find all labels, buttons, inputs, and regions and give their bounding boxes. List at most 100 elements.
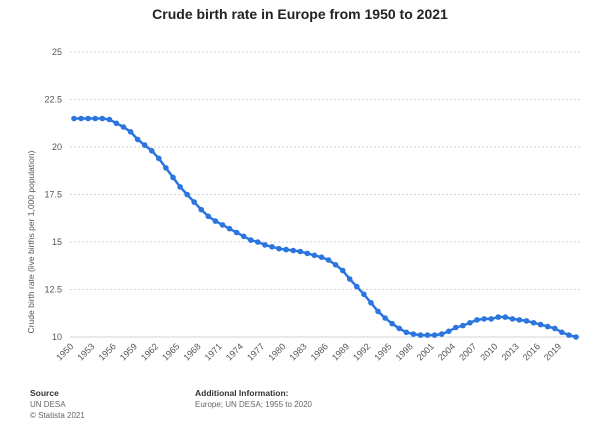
source-line: UN DESA xyxy=(30,400,66,409)
data-point[interactable] xyxy=(212,218,219,224)
x-tick-label: 2010 xyxy=(478,341,499,362)
data-point[interactable] xyxy=(502,314,509,320)
x-tick-label: 1980 xyxy=(266,341,287,362)
data-point[interactable] xyxy=(106,116,113,123)
data-point[interactable] xyxy=(573,334,579,340)
data-point[interactable] xyxy=(424,332,431,338)
data-point[interactable] xyxy=(431,332,438,338)
data-point[interactable] xyxy=(375,308,381,315)
data-point[interactable] xyxy=(219,222,226,228)
data-point[interactable] xyxy=(170,174,176,181)
data-point[interactable] xyxy=(382,315,388,321)
y-tick-label: 17.5 xyxy=(44,190,62,200)
additional-info-heading: Additional Information: xyxy=(195,388,289,398)
data-point[interactable] xyxy=(290,247,297,254)
data-point[interactable] xyxy=(92,115,98,122)
x-tick-label: 1971 xyxy=(203,341,224,362)
data-point[interactable] xyxy=(559,329,565,336)
data-point[interactable] xyxy=(403,329,410,336)
data-point[interactable] xyxy=(467,320,473,326)
data-point[interactable] xyxy=(417,332,424,338)
data-point[interactable] xyxy=(198,206,205,213)
x-tick-label: 1953 xyxy=(75,341,96,362)
data-point[interactable] xyxy=(361,291,367,298)
data-point[interactable] xyxy=(156,155,162,162)
additional-info-block: Additional Information: Europe; UN DESA;… xyxy=(195,388,312,410)
data-point[interactable] xyxy=(134,136,141,143)
data-point[interactable] xyxy=(410,331,417,337)
data-point[interactable] xyxy=(552,325,558,332)
data-point[interactable] xyxy=(354,283,360,290)
data-point[interactable] xyxy=(396,325,403,332)
x-tick-label: 1977 xyxy=(245,341,266,362)
data-point[interactable] xyxy=(304,250,311,257)
data-point[interactable] xyxy=(297,248,304,255)
data-point[interactable] xyxy=(184,191,190,198)
data-point[interactable] xyxy=(149,148,155,154)
data-point[interactable] xyxy=(509,316,516,322)
source-heading: Source xyxy=(30,388,59,398)
data-point[interactable] xyxy=(346,276,353,282)
data-point[interactable] xyxy=(481,316,487,322)
data-point[interactable] xyxy=(120,124,127,130)
y-tick-label: 15 xyxy=(52,237,62,247)
data-point[interactable] xyxy=(453,324,459,331)
data-point[interactable] xyxy=(438,331,445,337)
x-tick-label: 2016 xyxy=(521,341,542,362)
data-point[interactable] xyxy=(460,322,466,329)
x-axis-ticks: 1950 1953 1956 1959 1962 1965 1968 1971 1974 1977… xyxy=(54,341,563,362)
x-tick-label: 1989 xyxy=(330,341,351,362)
data-point[interactable] xyxy=(474,317,480,323)
data-point[interactable] xyxy=(566,332,572,338)
data-point[interactable] xyxy=(99,115,106,122)
data-point[interactable] xyxy=(141,142,148,148)
data-point[interactable] xyxy=(233,229,240,236)
x-tick-label: 1998 xyxy=(394,341,415,362)
gridlines xyxy=(70,51,580,338)
data-point[interactable] xyxy=(530,320,537,326)
x-tick-label: 1956 xyxy=(97,341,118,362)
y-tick-label: 12.5 xyxy=(44,285,62,295)
data-point[interactable] xyxy=(389,320,396,327)
data-point[interactable] xyxy=(339,267,346,274)
data-point[interactable] xyxy=(191,199,197,205)
x-tick-label: 2013 xyxy=(500,341,521,362)
data-point[interactable] xyxy=(368,300,374,306)
data-point[interactable] xyxy=(113,120,120,127)
data-point[interactable] xyxy=(163,165,169,171)
x-tick-label: 2001 xyxy=(415,341,436,362)
x-tick-label: 2007 xyxy=(457,341,478,362)
data-point[interactable] xyxy=(71,115,77,122)
data-point[interactable] xyxy=(177,184,183,190)
data-point[interactable] xyxy=(544,323,551,330)
data-point[interactable] xyxy=(311,252,318,259)
y-tick-label: 25 xyxy=(52,47,62,57)
data-point[interactable] xyxy=(332,262,339,268)
data-point[interactable] xyxy=(262,242,268,248)
chart-title: Crude birth rate in Europe from 1950 to … xyxy=(152,6,448,22)
data-point[interactable] xyxy=(276,245,282,252)
data-point[interactable] xyxy=(226,225,233,232)
data-point[interactable] xyxy=(537,321,544,328)
data-point[interactable] xyxy=(523,318,530,324)
y-axis-label: Crude birth rate (live births per 1,000 … xyxy=(26,150,36,333)
data-point[interactable] xyxy=(488,316,495,322)
data-point[interactable] xyxy=(516,317,523,323)
data-point[interactable] xyxy=(254,239,261,245)
data-point[interactable] xyxy=(283,246,289,253)
data-points xyxy=(71,115,579,340)
data-point[interactable] xyxy=(205,213,212,220)
x-tick-label: 1983 xyxy=(288,341,309,362)
data-point[interactable] xyxy=(445,328,452,335)
data-point[interactable] xyxy=(78,115,84,122)
x-tick-label: 2004 xyxy=(436,341,457,362)
data-point[interactable] xyxy=(127,129,134,135)
x-tick-label: 1992 xyxy=(351,341,372,362)
data-point[interactable] xyxy=(240,233,247,240)
data-point[interactable] xyxy=(325,257,332,263)
data-point[interactable] xyxy=(495,314,502,320)
data-point[interactable] xyxy=(248,237,254,243)
data-point[interactable] xyxy=(318,254,325,260)
data-point[interactable] xyxy=(85,115,91,122)
data-point[interactable] xyxy=(269,244,275,250)
